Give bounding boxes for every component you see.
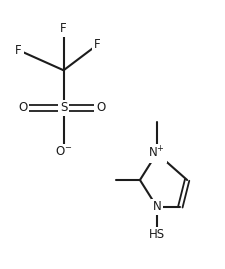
Text: N$^{+}$: N$^{+}$ bbox=[148, 146, 164, 161]
Text: S: S bbox=[60, 101, 67, 114]
Text: O$^{-}$: O$^{-}$ bbox=[55, 146, 72, 158]
Text: HS: HS bbox=[148, 228, 164, 241]
Text: O: O bbox=[96, 101, 105, 114]
Text: F: F bbox=[94, 38, 100, 51]
Text: F: F bbox=[60, 22, 67, 35]
Text: O: O bbox=[18, 101, 28, 114]
Text: N: N bbox=[152, 200, 160, 213]
Text: F: F bbox=[15, 44, 22, 57]
